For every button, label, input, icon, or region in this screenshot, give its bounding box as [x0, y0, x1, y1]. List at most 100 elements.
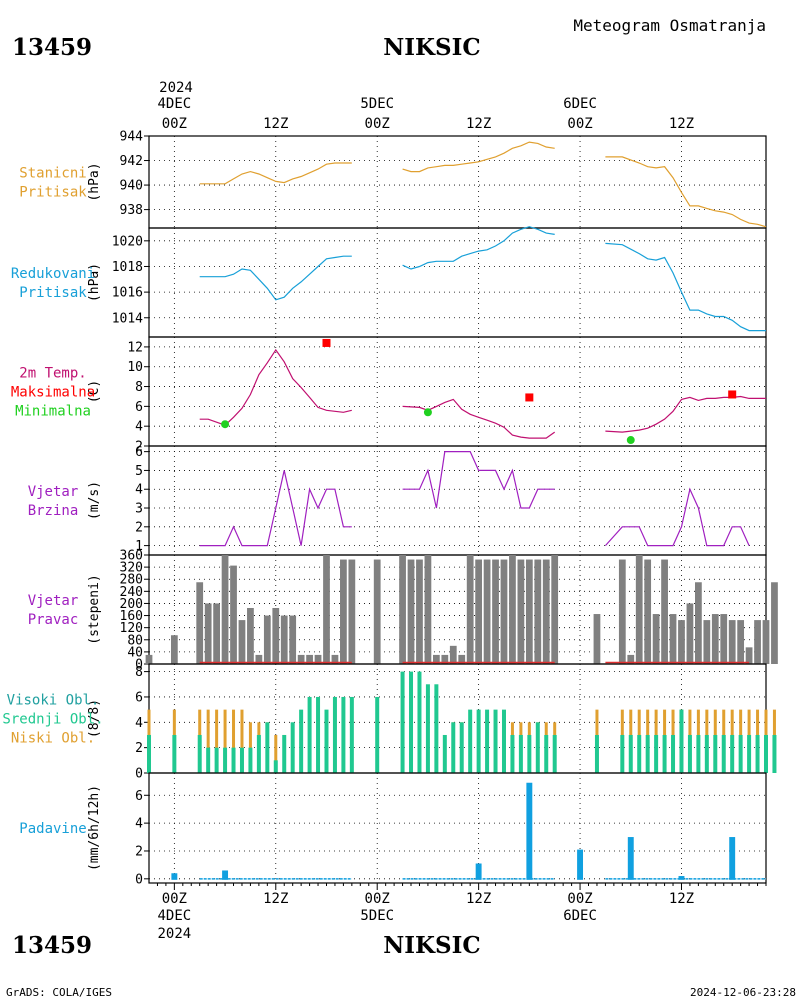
wind-dir-bar: [424, 555, 432, 664]
y-tick-label: 6: [135, 445, 143, 460]
wind-dir-bar: [213, 603, 220, 664]
mid-cloud-bar: [476, 709, 481, 773]
wind-dir-bar: [407, 559, 415, 664]
panel-label: Brzina: [28, 503, 79, 519]
wind-dir-bar: [669, 614, 677, 664]
bottom-hour-label: 00Z: [365, 891, 390, 907]
station-id-bottom: 13459: [12, 932, 92, 959]
series-line: [199, 255, 352, 301]
y-tick-label: 320: [120, 561, 143, 576]
series-line: [199, 162, 352, 185]
mid-cloud-bar: [527, 734, 532, 773]
panel-label: Vjetar: [28, 484, 79, 500]
y-tick-label: 4: [135, 420, 143, 435]
wind-dir-bar: [196, 582, 204, 664]
panel-label: Vjetar: [28, 593, 79, 609]
panel-label: Padavine: [19, 821, 86, 837]
y-tick-label: 6: [135, 789, 143, 804]
mid-cloud-bar: [738, 734, 743, 773]
max-temp-marker: [728, 390, 737, 399]
y-tick-label: 80: [127, 633, 143, 648]
y-tick-label: 944: [120, 130, 144, 145]
series-line: [605, 242, 766, 332]
y-tick-label: 0: [135, 872, 143, 887]
mid-cloud-bar: [518, 734, 523, 773]
mid-cloud-bar: [197, 734, 202, 773]
y-tick-label: 360: [120, 549, 143, 564]
wind-dir-bar: [340, 559, 347, 664]
chart-subtitle: Meteogram Osmatranja: [573, 16, 766, 35]
top-hour-label: 00Z: [365, 116, 390, 132]
low-cloud-bar: [240, 709, 244, 773]
panel-label: Stanicni: [19, 166, 86, 182]
low-cloud-bar: [248, 722, 252, 773]
wind-dir-bar: [542, 559, 550, 664]
y-tick-label: 8: [135, 665, 143, 680]
y-tick-label: 120: [120, 621, 143, 636]
wind-dir-bar: [525, 559, 533, 664]
y-axis-label: (mm/6h/12h): [87, 785, 102, 871]
series-line: [604, 487, 750, 547]
mid-cloud-bar: [442, 734, 447, 773]
top-time-axis: 4DEC 00Z 12Z 5DEC 00Z 12Z 6DEC 00Z 12Z: [157, 96, 694, 132]
wind-dir-bar: [458, 654, 466, 664]
wind-dir-bar: [145, 654, 153, 664]
wind-dir-bar: [618, 559, 626, 664]
panel-label: Visoki Obl.: [7, 693, 100, 709]
wind-dir-bar: [686, 603, 694, 664]
wind-dir-bar: [399, 555, 406, 664]
panel-label: Srednji Obl.: [2, 712, 103, 728]
wind-dir-bar: [728, 620, 736, 664]
y-axis-label: (8/8): [87, 699, 102, 738]
wind-dir-bar: [711, 614, 719, 664]
mid-cloud-bar: [510, 734, 515, 773]
precip-bar: [526, 782, 533, 880]
bottom-hour-label: 00Z: [162, 891, 187, 907]
y-tick-label: 0: [135, 658, 143, 673]
mid-cloud-bar: [493, 709, 498, 773]
panel-p2: 1014 1016 1018 1020 (hPa)Redukovani Pritisak: [11, 226, 767, 338]
mid-cloud-bar: [172, 734, 177, 773]
bottom-hour-label: 12Z: [466, 891, 491, 907]
wind-dir-bar: [534, 559, 542, 664]
mid-cloud-bar: [409, 671, 414, 773]
wind-dir-bar: [306, 654, 313, 664]
generated-timestamp: 2024-12-06-23:28: [690, 986, 796, 999]
mid-cloud-bar: [645, 734, 650, 773]
low-cloud-bar: [215, 709, 219, 773]
station-name-top: NIKSIC: [383, 34, 480, 61]
panel-frame: [148, 445, 767, 556]
wind-dir-bar: [661, 559, 668, 664]
top-hour-label: 00Z: [162, 116, 187, 132]
panel-frame: [148, 135, 767, 229]
y-tick-label: 40: [127, 645, 143, 660]
wind-dir-bar: [678, 620, 685, 664]
mid-cloud-bar: [501, 709, 506, 773]
wind-dir-bar: [238, 620, 246, 664]
min-temp-marker: [221, 420, 230, 429]
y-tick-label: 2: [135, 844, 143, 859]
y-axis-label: (stepeni): [87, 574, 102, 644]
station-name-bottom: NIKSIC: [383, 932, 480, 959]
panel-label: 2m Temp.: [19, 366, 86, 382]
bottom-hour-label: 12Z: [263, 891, 288, 907]
wind-dir-bar: [517, 559, 525, 664]
mid-cloud-bar: [721, 734, 726, 773]
top-day-label: 6DEC: [563, 96, 597, 112]
wind-dir-bar: [441, 654, 449, 664]
wind-dir-bar: [551, 555, 559, 664]
mid-cloud-bar: [425, 684, 430, 773]
top-hour-label: 00Z: [567, 116, 592, 132]
wind-dir-bar: [627, 654, 635, 664]
y-tick-label: 1016: [112, 286, 143, 301]
panels: 938940942944(hPa)StanicniPritisak1014101…: [2, 130, 778, 887]
y-axis-label: (m/s): [87, 481, 102, 520]
mid-cloud-bar: [730, 734, 735, 773]
panel-wind: 1 2 3 4 5 6 (m/s) Vjetar Brzina: [28, 445, 767, 556]
mid-cloud-bar: [637, 734, 642, 773]
precip-bar: [577, 849, 584, 880]
panel-label: Pravac: [28, 612, 79, 628]
series-line: [605, 156, 767, 228]
wind-dir-bar: [500, 559, 508, 664]
y-tick-label: 2: [135, 440, 143, 455]
